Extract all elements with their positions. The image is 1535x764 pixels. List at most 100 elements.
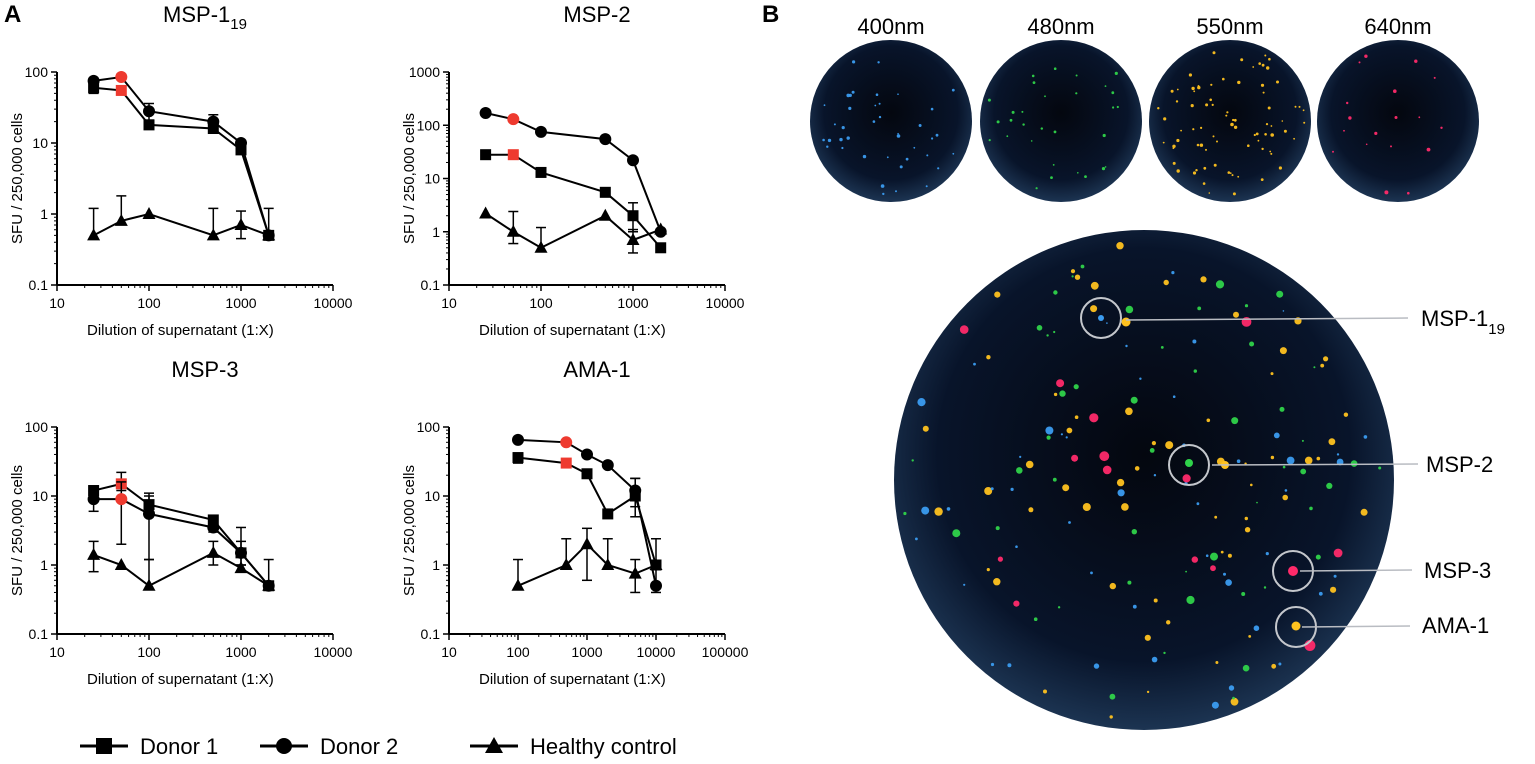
fluorescent-spot bbox=[1216, 140, 1218, 143]
x-axis-label: Dilution of supernatant (1:X) bbox=[479, 322, 666, 339]
data-point-circle bbox=[479, 106, 492, 119]
fluorescent-spot bbox=[931, 137, 934, 140]
fluorescent-spot bbox=[925, 185, 928, 188]
fluorescent-spot bbox=[1303, 121, 1306, 124]
chart-3: MSP-3 0.1 1 10 100 10 100 1000 10000 Dilution of … bbox=[9, 357, 353, 688]
fluorescent-spot bbox=[1318, 591, 1323, 596]
callout-label-msp3: MSP-3 bbox=[1424, 558, 1491, 583]
fluorescent-spot bbox=[1009, 118, 1013, 122]
fluorescent-spot bbox=[1050, 176, 1053, 180]
panel-label-a: A bbox=[4, 1, 21, 28]
fluorescent-spot bbox=[1284, 489, 1288, 492]
fluorescent-spot bbox=[1116, 478, 1125, 487]
fluorescent-spot bbox=[1230, 697, 1239, 706]
chart-title: AMA-1 bbox=[563, 357, 630, 382]
data-point-triangle bbox=[598, 208, 612, 221]
fluorescent-spot bbox=[1232, 696, 1235, 700]
fluorescent-spot bbox=[882, 192, 885, 196]
x-axis-label: Dilution of supernatant (1:X) bbox=[479, 671, 666, 688]
spot-msp1 bbox=[1098, 315, 1104, 321]
fluorescent-spot bbox=[952, 529, 961, 538]
fluorescent-spot bbox=[1062, 484, 1070, 492]
fluorescent-spot bbox=[1052, 477, 1057, 482]
fluorescent-spot bbox=[1130, 396, 1138, 404]
well-400nm bbox=[810, 40, 972, 202]
fluorescent-spot bbox=[877, 61, 880, 64]
fluorescent-spot bbox=[1127, 580, 1132, 585]
fluorescent-spot bbox=[1270, 372, 1274, 376]
callout-line-msp2 bbox=[1211, 463, 1419, 466]
data-point-square bbox=[581, 468, 593, 480]
fluorescent-spot bbox=[987, 98, 991, 102]
fluorescent-spot bbox=[1163, 279, 1169, 286]
series-healthy-control bbox=[511, 527, 663, 594]
data-point-square bbox=[480, 149, 492, 161]
fluorescent-spot bbox=[1032, 81, 1036, 84]
fluorescent-spot bbox=[1016, 467, 1023, 474]
fluorescent-spot bbox=[827, 138, 832, 143]
fluorescent-spot bbox=[990, 662, 995, 667]
fluorescent-spot bbox=[1205, 103, 1209, 107]
fluorescent-spot bbox=[1040, 127, 1044, 130]
fluorescent-spot bbox=[880, 184, 885, 188]
fluorescent-spot bbox=[1131, 529, 1138, 535]
chart-title: MSP-119 bbox=[163, 2, 247, 33]
callouts: MSP-119 MSP-2 MSP-3 AMA-1 bbox=[1080, 297, 1505, 648]
fluorescent-spot bbox=[1197, 85, 1201, 90]
fluorescent-spot bbox=[1343, 412, 1349, 417]
series-donor-1 bbox=[88, 471, 275, 592]
fluorescent-spot bbox=[1257, 139, 1260, 142]
fluorescent-spot bbox=[1007, 663, 1012, 668]
fluorescent-spot bbox=[1202, 182, 1206, 185]
fluorescent-spot bbox=[1210, 565, 1216, 572]
data-point-circle bbox=[207, 521, 220, 534]
fluorescent-spot bbox=[1046, 435, 1051, 440]
fluorescent-spot bbox=[1211, 103, 1214, 106]
fluorescent-spot bbox=[1053, 67, 1057, 70]
y-tick-label: 1 bbox=[432, 557, 440, 573]
composite-well bbox=[894, 230, 1394, 730]
fluorescent-spot bbox=[1185, 570, 1187, 573]
fluorescent-spot bbox=[1104, 166, 1107, 168]
fluorescent-spot bbox=[1328, 438, 1336, 446]
data-point-triangle bbox=[234, 217, 248, 230]
y-tick-label: 1 bbox=[40, 206, 48, 222]
fluorescent-spot bbox=[1240, 58, 1244, 62]
data-point-circle bbox=[629, 484, 642, 497]
chart-4: AMA-1 0.1 1 10 100 10 100 1000 10000 100000 Diluti… bbox=[401, 357, 749, 688]
fluorescent-spot bbox=[1203, 166, 1207, 170]
fluorescent-spot bbox=[1190, 104, 1194, 108]
data-point-square bbox=[627, 210, 639, 222]
fluorescent-spot bbox=[896, 134, 901, 138]
fluorescent-spot bbox=[1222, 77, 1225, 81]
fluorescent-spot bbox=[1394, 116, 1398, 119]
fluorescent-spot bbox=[1232, 192, 1236, 196]
fluorescent-spot bbox=[1170, 89, 1174, 93]
data-point-circle bbox=[601, 459, 614, 472]
fluorescent-spot bbox=[935, 133, 939, 137]
data-point-circle bbox=[143, 105, 155, 118]
fluorescent-spot bbox=[1102, 465, 1112, 475]
y-tick-label: 10 bbox=[424, 488, 440, 504]
fluorescent-spot bbox=[1075, 92, 1078, 95]
fluorescent-spot bbox=[1253, 625, 1260, 631]
data-point-square bbox=[207, 514, 219, 526]
fluorescent-spot bbox=[1214, 515, 1218, 519]
fluorescent-spot bbox=[990, 487, 994, 491]
fluorescent-spot bbox=[986, 568, 990, 572]
fluorescent-spot bbox=[1309, 506, 1313, 511]
fluorescent-spot bbox=[1053, 130, 1057, 134]
chart-title-subscript: 19 bbox=[230, 16, 247, 33]
data-point-circle bbox=[87, 74, 100, 87]
fluorescent-spot bbox=[1125, 344, 1128, 348]
fluorescent-spot bbox=[1025, 460, 1034, 469]
fluorescent-spot bbox=[846, 136, 850, 140]
fluorescent-spot bbox=[897, 132, 899, 135]
fluorescent-spot bbox=[1102, 133, 1106, 138]
data-point-circle bbox=[599, 133, 612, 146]
fluorescent-spot bbox=[1378, 466, 1382, 470]
legend-label: Healthy control bbox=[530, 734, 677, 759]
fluorescent-spot bbox=[1099, 451, 1110, 462]
fluorescent-spot bbox=[1056, 379, 1065, 388]
fluorescent-spot bbox=[1220, 550, 1224, 554]
